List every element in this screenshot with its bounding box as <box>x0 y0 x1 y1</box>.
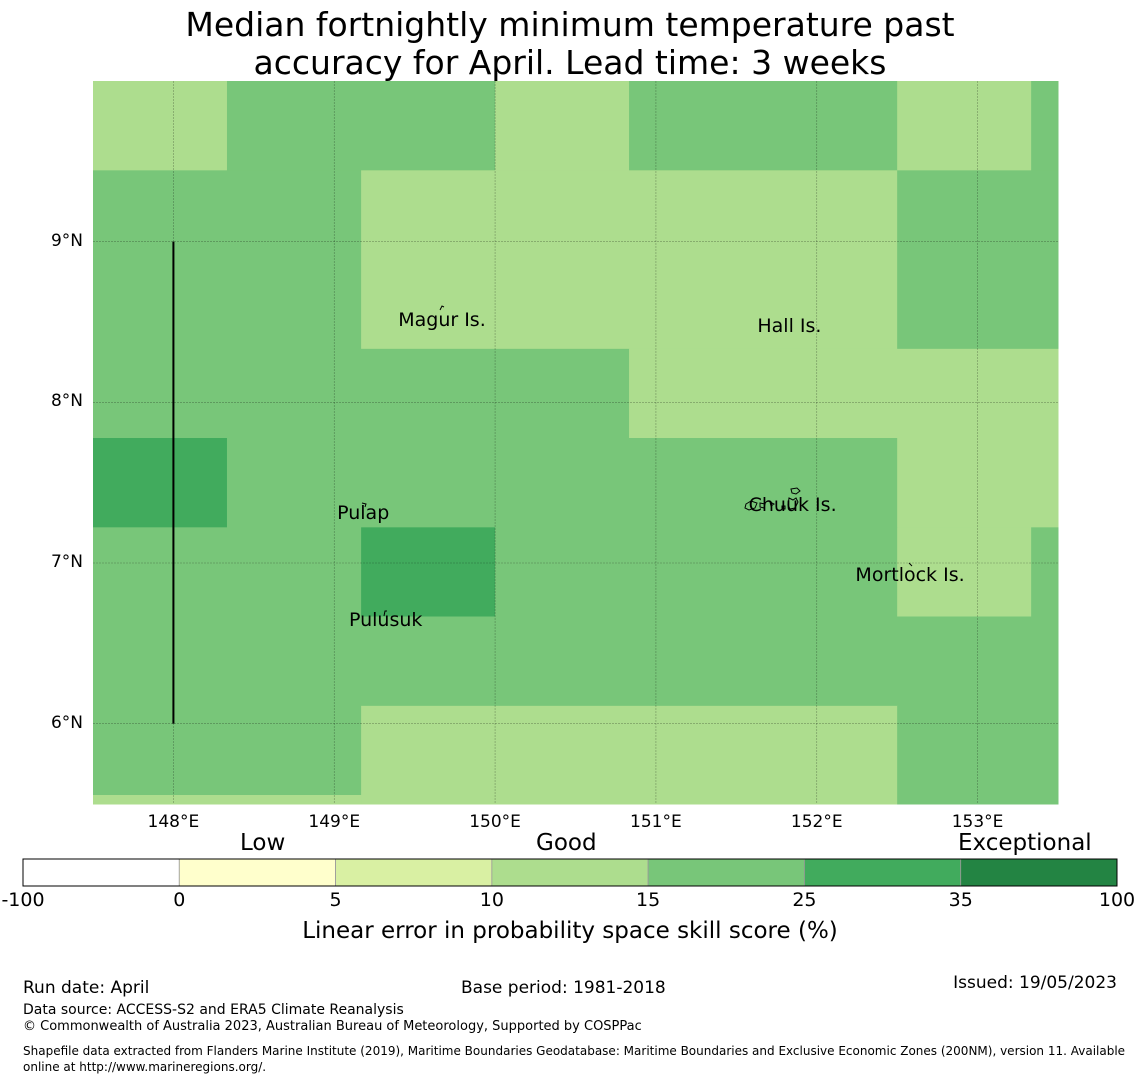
colorbar-frame <box>22 858 1118 887</box>
skill-cell <box>361 527 496 618</box>
lat-tick-label: 6°N <box>50 712 83 733</box>
skill-cell <box>897 795 1059 805</box>
skill-cell <box>897 705 1059 796</box>
pulap-island-outline <box>361 502 367 508</box>
skill-cell <box>226 81 496 171</box>
run-date: Run date: April <box>23 978 150 998</box>
skill-cell <box>93 170 362 350</box>
lat-tick-label: 7°N <box>50 552 83 572</box>
lon-tick-label: 152°E <box>790 812 843 832</box>
skill-cell <box>93 616 1059 707</box>
magur-island-outline <box>439 305 445 311</box>
lon-tick-label: 148°E <box>147 812 200 832</box>
island-outlines <box>361 305 913 617</box>
skill-cell <box>629 81 898 171</box>
category-low: Low <box>240 830 286 856</box>
skill-cell <box>93 795 362 805</box>
colorbar <box>22 858 1118 887</box>
lat-tick-label: 8°N <box>50 391 83 412</box>
data-source: Data source: ACCESS-S2 and ERA5 Climate … <box>23 1002 404 1018</box>
colorbar-tick-label: -100 <box>1 889 45 911</box>
lon-tick-label: 149°E <box>308 812 361 832</box>
colorbar-tick-label: 10 <box>479 889 504 911</box>
place-label: Hall Is. <box>757 315 822 338</box>
colorbar-tick-label: 25 <box>792 889 817 911</box>
colorbar-tick-label: 35 <box>948 889 973 911</box>
title-line-1: Median fortnightly minimum temperature p… <box>185 5 955 44</box>
skill-cell <box>897 438 1059 528</box>
colorbar-swatch <box>804 858 962 887</box>
place-label: Pulap <box>337 501 390 524</box>
lon-tick-label: 151°E <box>630 812 682 832</box>
skill-cell <box>361 795 898 805</box>
lon-tick-label: 150°E <box>469 812 521 832</box>
place-label: Mortlock Is. <box>855 564 965 587</box>
mortlock-island-outline <box>908 562 913 567</box>
colorbar-tick-label: 100 <box>1098 889 1136 911</box>
skill-cell <box>361 705 898 796</box>
issued-date: Issued: 19/05/2023 <box>953 973 1117 993</box>
colorbar-swatch <box>335 858 493 887</box>
skill-grid <box>93 81 1059 805</box>
place-label: Chuuk Is. <box>748 493 837 516</box>
colorbar-label: Linear error in probability space skill … <box>302 918 838 944</box>
place-label: Magur Is. <box>398 308 486 331</box>
base-period: Base period: 1981-2018 <box>461 978 666 998</box>
lon-tick-label: 153°E <box>951 812 1004 832</box>
copyright: © Commonwealth of Australia 2023, Austra… <box>23 1019 642 1034</box>
skill-cell <box>897 527 1032 618</box>
category-good: Good <box>536 830 597 856</box>
shapefile-credit: Shapefile data extracted from Flanders M… <box>23 1044 1126 1074</box>
skill-cell <box>226 438 898 528</box>
skill-cell <box>495 527 898 618</box>
place-label: Pulusuk <box>348 609 423 632</box>
colorbar-tick-label: 5 <box>329 889 342 911</box>
skill-cell <box>93 705 362 796</box>
chuuk-island-outline <box>744 487 801 511</box>
colorbar-swatch <box>178 858 336 887</box>
skill-cell <box>361 170 898 350</box>
colorbar-swatch <box>22 858 180 887</box>
skill-cell <box>495 81 630 171</box>
skill-cell <box>93 527 362 618</box>
skill-cell <box>93 81 228 171</box>
skill-cell <box>629 348 1059 439</box>
skill-cell <box>897 81 1032 171</box>
skill-cell <box>1031 527 1059 618</box>
pulusuk-island-outline <box>383 610 387 617</box>
colorbar-swatch <box>491 858 649 887</box>
colorbar-swatch <box>647 858 805 887</box>
skill-cell <box>93 348 630 439</box>
title-line-2: accuracy for April. Lead time: 3 weeks <box>253 43 887 82</box>
colorbar-swatch <box>960 858 1118 887</box>
category-exceptional: Exceptional <box>958 830 1092 856</box>
chart-title: Median fortnightly minimum temperature p… <box>0 6 1140 82</box>
colorbar-tick-label: 0 <box>173 889 186 911</box>
skill-cell <box>897 170 1059 350</box>
lat-tick-label: 9°N <box>50 230 83 251</box>
graticule <box>93 81 1058 804</box>
skill-cell <box>1031 81 1059 171</box>
colorbar-tick-label: 15 <box>636 889 661 911</box>
skill-cell <box>93 438 228 528</box>
